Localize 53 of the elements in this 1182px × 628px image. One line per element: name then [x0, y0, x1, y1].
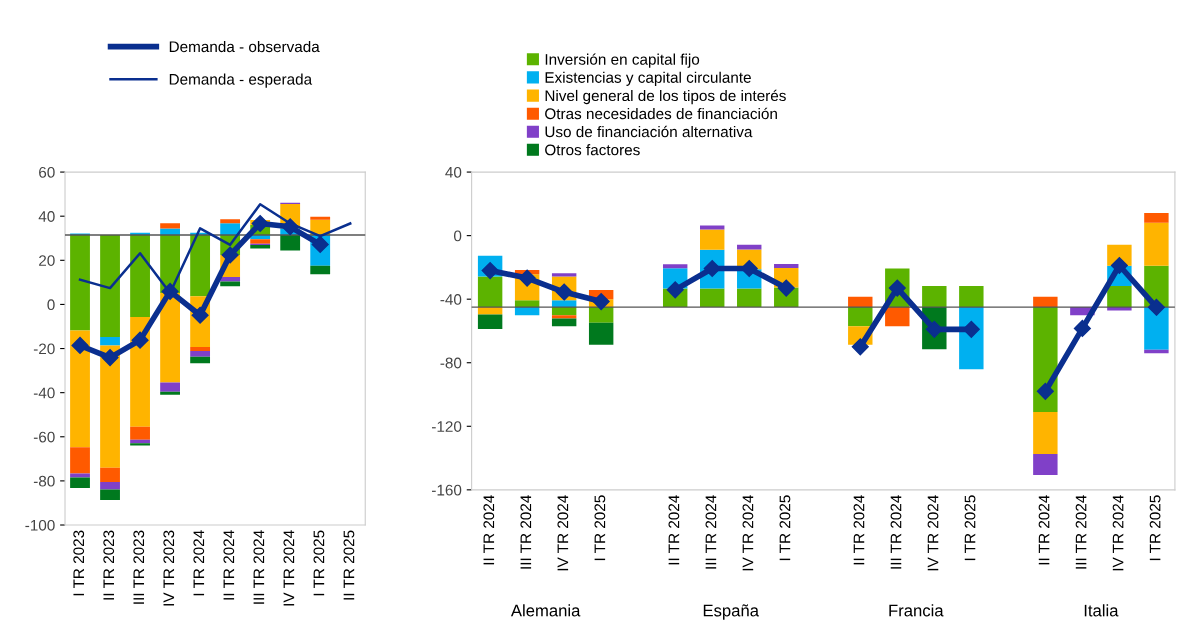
x-tick-label: I TR 2025	[313, 530, 325, 596]
x-tick-label: I TR 2025	[594, 495, 606, 561]
x-tick-label: III TR 2024	[705, 495, 717, 569]
y-tick-label: 60	[39, 166, 55, 178]
x-tick-label: III TR 2024	[520, 495, 532, 569]
x-tick-label: II TR 2024	[483, 495, 495, 565]
x-tick-label: II TR 2024	[223, 530, 235, 600]
legend-label: Otros factores	[545, 144, 640, 156]
x-tick-label: I TR 2025	[1149, 495, 1161, 561]
legend-label: Inversión en capital fijo	[545, 53, 700, 68]
legend-label: Otras necesidades de financiación	[545, 107, 777, 120]
x-tick-label: IV TR 2023	[163, 530, 175, 606]
y-tick-label: -80	[440, 357, 462, 369]
y-tick-label: -80	[33, 475, 55, 487]
y-tick-label: -100	[25, 519, 55, 531]
x-tick-label: IV TR 2024	[557, 495, 569, 571]
legend-label: Nivel general de los tipos de interés	[545, 89, 786, 105]
legend-label: Demanda - esperada	[169, 73, 313, 88]
y-tick-label: -160	[432, 484, 462, 496]
x-tick-label: III TR 2024	[253, 530, 265, 604]
text: España	[703, 604, 759, 620]
y-tick-label: 40	[38, 211, 55, 222]
x-tick-label: II TR 2024	[1038, 495, 1050, 565]
x-tick-label: IV TR 2024	[283, 530, 295, 606]
y-tick-label: -60	[33, 431, 55, 443]
x-tick-label: III TR 2024	[890, 495, 902, 569]
y-tick-label: -120	[432, 421, 462, 432]
y-tick-label: 20	[39, 255, 55, 266]
x-tick-label: IV TR 2024	[742, 495, 754, 571]
x-tick-label: I TR 2024	[193, 530, 205, 596]
x-tick-label: III TR 2023	[133, 530, 145, 604]
y-tick-label: -40	[33, 387, 55, 399]
legend-label: Existencias y capital circulante	[545, 71, 751, 86]
x-tick-label: I TR 2025	[964, 495, 976, 561]
x-tick-label: IV TR 2024	[1112, 495, 1124, 571]
x-tick-label: I TR 2025	[779, 495, 791, 561]
x-tick-label: II TR 2023	[103, 530, 115, 600]
y-tick-label: -20	[33, 343, 55, 355]
x-tick-label: II TR 2024	[853, 495, 865, 565]
legend-label: Uso de financiación alternativa	[545, 125, 753, 138]
legend-label: Demanda - observada	[169, 40, 320, 53]
x-tick-label: IV TR 2024	[927, 495, 939, 571]
x-tick-label: II TR 2025	[343, 530, 355, 600]
y-tick-label: 40	[445, 166, 462, 178]
text: Alemania	[510, 604, 581, 617]
x-tick-label: II TR 2024	[668, 495, 680, 565]
y-tick-label: -40	[440, 294, 462, 305]
y-tick-label: 0	[47, 299, 55, 311]
text: Francia	[889, 604, 944, 617]
x-tick-label: III TR 2024	[1075, 495, 1087, 569]
y-tick-label: 0	[454, 230, 462, 242]
text: Italia	[1084, 604, 1119, 617]
x-tick-label: I TR 2023	[73, 530, 85, 596]
